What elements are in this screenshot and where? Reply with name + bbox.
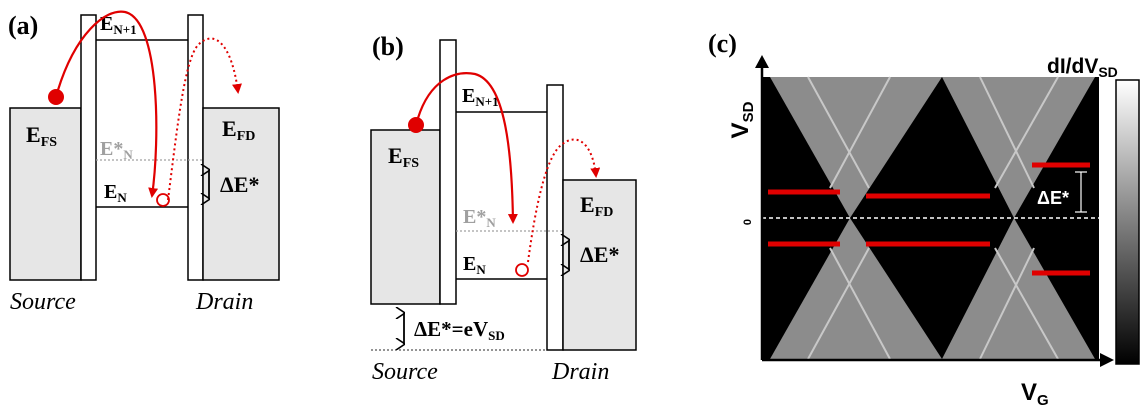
source-name-b: Source — [372, 359, 438, 385]
x-axis-label: VG — [1021, 379, 1049, 409]
diamond-bottom-left — [770, 218, 942, 359]
panel-a: (a) EFS EFD EN+1 E*N EN ΔE* Source Drain — [8, 10, 280, 315]
right-barrier-b — [546, 84, 564, 351]
source-fermi-a: EFS — [26, 122, 57, 150]
drain-name-b: Drain — [551, 359, 609, 385]
diamond-top-left — [770, 77, 942, 218]
tunnel-arrow-out-a — [167, 37, 242, 201]
source-fermi-b: EFS — [388, 143, 419, 171]
hole-a — [156, 193, 170, 207]
red-markers — [768, 162, 1090, 276]
tunnel-arrow-in-b — [416, 72, 518, 224]
source-name-a: Source — [10, 289, 76, 315]
level-excited-label-b: E*N — [463, 206, 496, 230]
drain-fermi-a: EFD — [222, 116, 255, 144]
drain-name-a: Drain — [195, 289, 253, 315]
bias-label-b: ΔE*=eVSD — [414, 317, 505, 343]
source-lead-a — [9, 107, 82, 281]
electron-b — [408, 117, 424, 133]
excited-state-lines — [807, 76, 1059, 360]
excited-line-8 — [994, 247, 1059, 360]
level-n1-label-b: EN+1 — [462, 85, 499, 109]
gap-label-a: ΔE* — [220, 172, 259, 197]
y-axis-arrowhead — [755, 55, 769, 68]
electron-a — [48, 89, 64, 105]
panel-b: (b) EFS EFD EN+1 E*N EN ΔE* ΔE*=eVSD Sou… — [370, 32, 637, 385]
panel-c-label: (c) — [708, 29, 737, 58]
hole-b — [515, 263, 529, 277]
gap-label-b: ΔE* — [580, 242, 619, 267]
excited-line-6 — [979, 247, 1035, 360]
excited-line-3 — [829, 76, 891, 189]
colorbar — [1115, 79, 1140, 365]
zero-tick-label: 0 — [742, 219, 754, 225]
right-barrier-a — [187, 14, 204, 281]
level-n-label-a: EN — [104, 181, 127, 205]
left-barrier-a — [80, 14, 97, 281]
drain-lead-a — [202, 107, 280, 281]
level-n-label-b: EN — [463, 253, 486, 277]
panel-b-label: (b) — [372, 32, 404, 61]
excited-line-5 — [979, 76, 1035, 189]
x-axis-arrowhead — [1100, 353, 1114, 367]
gap-label-c: ΔE* — [1037, 188, 1069, 208]
y-axis-label: VSD — [727, 101, 757, 138]
excited-line-1 — [807, 76, 870, 189]
tunnel-arrow-in-a — [56, 10, 159, 198]
tunnel-arrow-out-b — [527, 138, 601, 263]
panel-a-label: (a) — [8, 11, 38, 40]
drain-fermi-b: EFD — [580, 192, 613, 220]
excited-line-7 — [994, 76, 1059, 189]
excited-line-4 — [829, 247, 891, 360]
excited-line-2 — [807, 247, 870, 360]
colorbar-title: dI/dVSD — [1047, 55, 1118, 80]
left-barrier-b — [439, 39, 457, 305]
panel-c: (c) — [708, 29, 1140, 409]
level-excited-label-a: E*N — [100, 138, 133, 162]
